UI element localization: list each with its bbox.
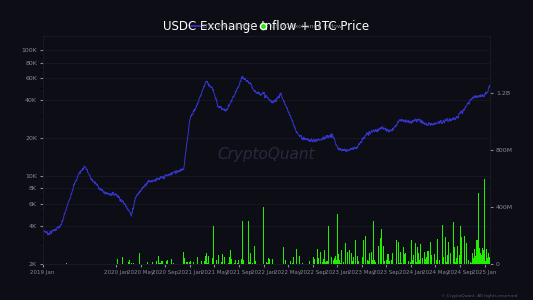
Legend: BTC Price (USD), USDC Exchange Inflow: BTC Price (USD), USDC Exchange Inflow — [188, 21, 345, 31]
Text: CryptoQuant: CryptoQuant — [218, 147, 315, 162]
Title: USDC Exchange Inflow + BTC Price: USDC Exchange Inflow + BTC Price — [164, 20, 369, 33]
Text: © CryptoQuant. All rights reserved: © CryptoQuant. All rights reserved — [440, 295, 517, 298]
